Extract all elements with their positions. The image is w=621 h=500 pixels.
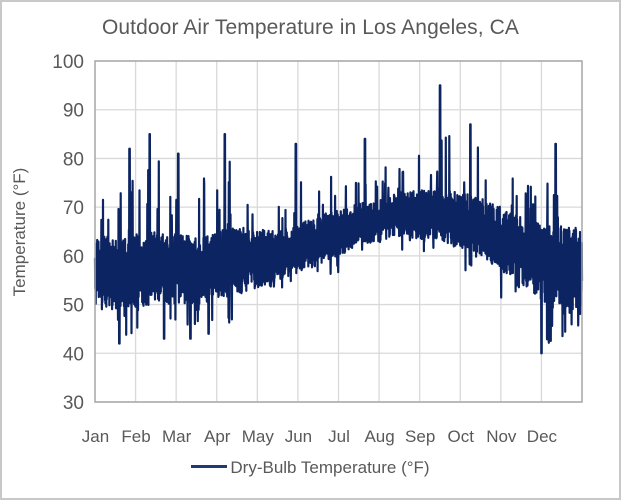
y-tick-label: 80 [63,149,84,170]
plot-area-border [94,60,583,403]
y-tick-label: 60 [63,247,84,268]
y-tick-label: 90 [63,101,84,122]
x-tick-label: Oct [448,427,475,446]
y-tick-label: 70 [63,198,84,219]
y-tick-label: 100 [52,52,84,73]
chart-title: Outdoor Air Temperature in Los Angeles, … [101,16,520,39]
legend: Dry-Bulb Temperature (°F) [0,458,621,478]
x-tick-label: Nov [486,427,517,446]
x-tick-label: Jan [82,427,109,446]
y-tick-label: 40 [63,344,84,365]
legend-entry-label: Dry-Bulb Temperature (°F) [230,458,430,477]
x-tick-label: Sep [405,427,435,446]
legend-line-swatch [191,465,228,469]
x-tick-label: Mar [162,427,192,446]
x-tick-label: Aug [364,427,394,446]
y-tick-label: 50 [63,296,84,317]
x-tick-label: May [242,427,275,446]
x-tick-label: Apr [204,427,231,446]
x-tick-label: Jul [328,427,350,446]
x-tick-label: Dec [527,427,558,446]
series-line-dry-bulb-temperature [93,84,584,355]
x-tick-label: Jun [285,427,312,446]
x-tick-label: Feb [121,427,150,446]
y-tick-label: 30 [63,393,84,414]
